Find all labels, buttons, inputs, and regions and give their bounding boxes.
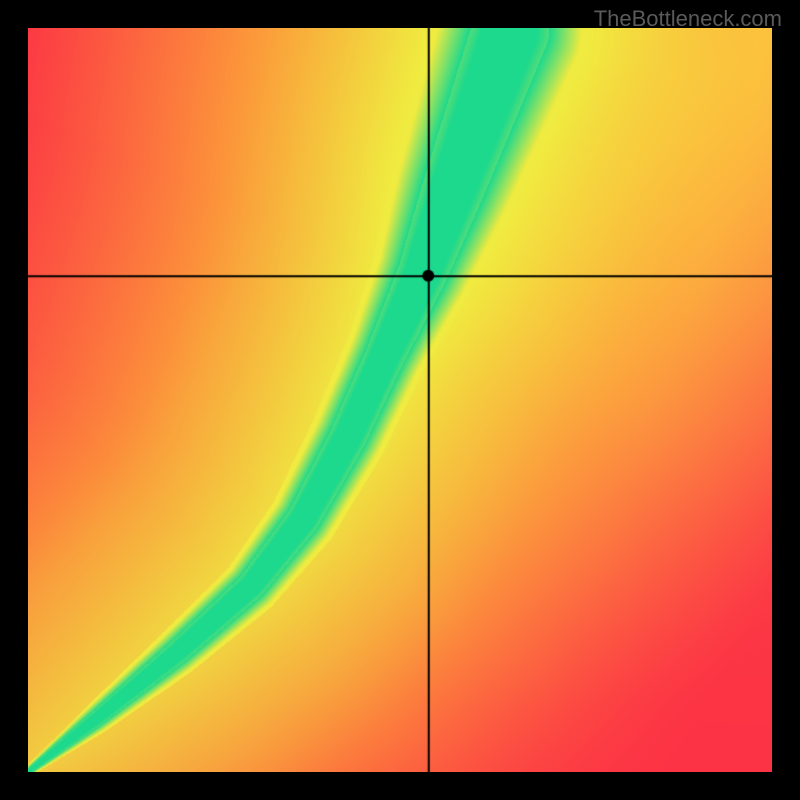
watermark-text: TheBottleneck.com: [594, 6, 782, 32]
heatmap-canvas: [28, 28, 772, 772]
heatmap-container: [28, 28, 772, 772]
